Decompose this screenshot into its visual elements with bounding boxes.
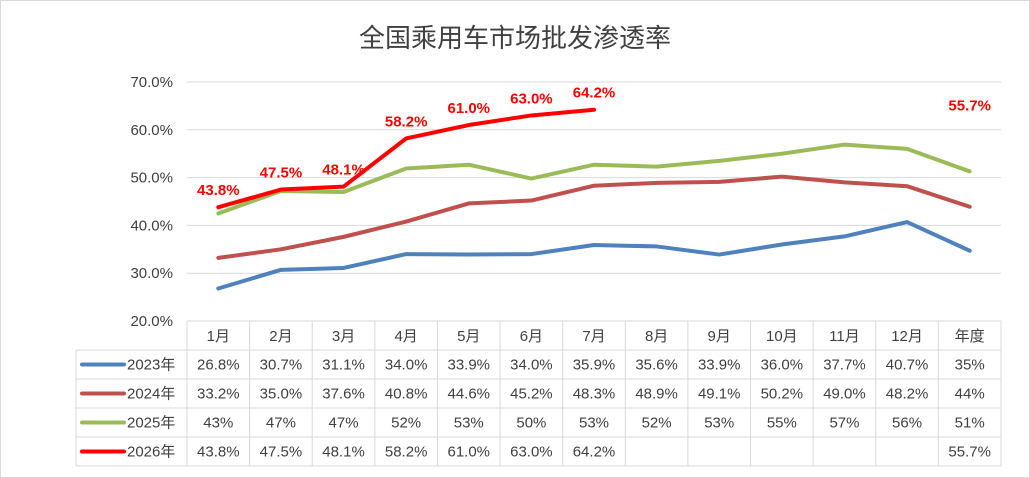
data-label: 55.7% [948,97,991,114]
y-axis-ticks: 20.0% 30.0% 40.0% 50.0% 60.0% 70.0% [130,74,173,330]
x-tick-label: 5月 [457,328,480,345]
series-line [216,142,972,216]
table-cell: 47% [329,415,359,432]
y-tick-label: 30.0% [130,265,173,282]
legend-label: 2025年 [127,415,175,432]
data-label: 43.8% [197,182,240,199]
table-cell: 35.6% [635,357,678,374]
table-cell: 48.2% [886,386,929,403]
data-label: 47.5% [260,165,303,182]
table-cell: 55% [767,415,797,432]
table-cell: 44% [955,386,985,403]
table-cell: 35.0% [260,386,303,403]
table-cell: 48.3% [573,386,616,403]
data-label: 61.0% [447,100,490,117]
table-cell: 48.9% [635,386,678,403]
x-tick-label: 9月 [708,328,731,345]
table-cell: 49.1% [698,386,741,403]
table-cell: 55.7% [948,444,991,461]
table-cell: 40.7% [886,357,929,374]
x-tick-label: 11月 [829,328,860,345]
table-cell: 52% [391,415,421,432]
table-cell: 37.7% [823,357,866,374]
y-tick-label: 40.0% [130,217,173,234]
table-cell: 61.0% [447,444,490,461]
x-tick-label: 1月 [207,328,230,345]
table-cell: 57% [829,415,859,432]
series-line [216,220,972,291]
table-cell: 47% [266,415,296,432]
table-cell: 52% [642,415,672,432]
table-cell: 63.0% [510,444,553,461]
y-tick-label: 60.0% [130,122,173,139]
y-tick-label: 20.0% [130,313,173,330]
table-cell: 50% [516,415,546,432]
table-cell: 33.9% [447,357,490,374]
chart-title: 全国乘用车市场批发渗透率 [359,24,671,54]
x-tick-label: 4月 [394,328,417,345]
x-tick-label: 8月 [645,328,668,345]
x-tick-label: 10月 [766,328,798,345]
table-cell: 36.0% [761,357,804,374]
data-label: 58.2% [385,113,428,130]
data-table: 1月 2月 3月 4月 5月 6月 7月 8月 9月 10月 11月 12月 年度 2023年 26.8% 3… [75,320,1002,467]
table-cell: 34.0% [510,357,553,374]
table-cell: 45.2% [510,386,553,403]
table-cell: 51% [955,415,985,432]
data-labels: 43.8% 47.5% 48.1% 58.2% 61.0% 63.0% 64.2% 55.7% [197,85,991,200]
x-tick-label: 7月 [582,328,605,345]
table-cell: 48.1% [322,444,365,461]
table-cell: 30.7% [260,357,303,374]
table-cell: 35% [955,357,985,374]
y-tick-label: 50.0% [130,170,173,187]
table-cell: 49.0% [823,386,866,403]
table-cell: 34.0% [385,357,428,374]
table-cell: 35.9% [573,357,616,374]
x-tick-label: 12月 [891,328,923,345]
table-cell: 33.2% [197,386,240,403]
table-cell: 43% [203,415,233,432]
table-cell: 44.6% [447,386,490,403]
legend-label: 2026年 [127,444,175,461]
legend-label: 2023年 [127,357,175,374]
table-cell: 33.9% [698,357,741,374]
table-cell: 53% [579,415,609,432]
table-cell: 53% [454,415,484,432]
table-cell: 64.2% [573,444,616,461]
gridlines [187,81,1001,274]
table-cell: 31.1% [322,357,365,374]
table-cell: 53% [704,415,734,432]
series-line [216,107,596,210]
series-lines [216,107,972,291]
table-cell: 56% [892,415,922,432]
x-tick-label: 2月 [269,328,292,345]
series-line [216,174,972,260]
table-cell: 50.2% [761,386,804,403]
table-cell: 40.8% [385,386,428,403]
table-cell: 26.8% [197,357,240,374]
data-label: 64.2% [573,85,616,102]
y-tick-label: 70.0% [130,74,173,91]
data-label: 63.0% [510,90,553,107]
table-cell: 37.6% [322,386,365,403]
x-tick-label: 6月 [520,328,543,345]
table-cell: 47.5% [260,444,303,461]
data-label: 48.1% [322,162,365,179]
x-tick-label: 年度 [955,328,985,345]
table-cell: 43.8% [197,444,240,461]
legend-label: 2024年 [127,386,175,403]
table-cell: 58.2% [385,444,428,461]
x-tick-label: 3月 [332,328,355,345]
